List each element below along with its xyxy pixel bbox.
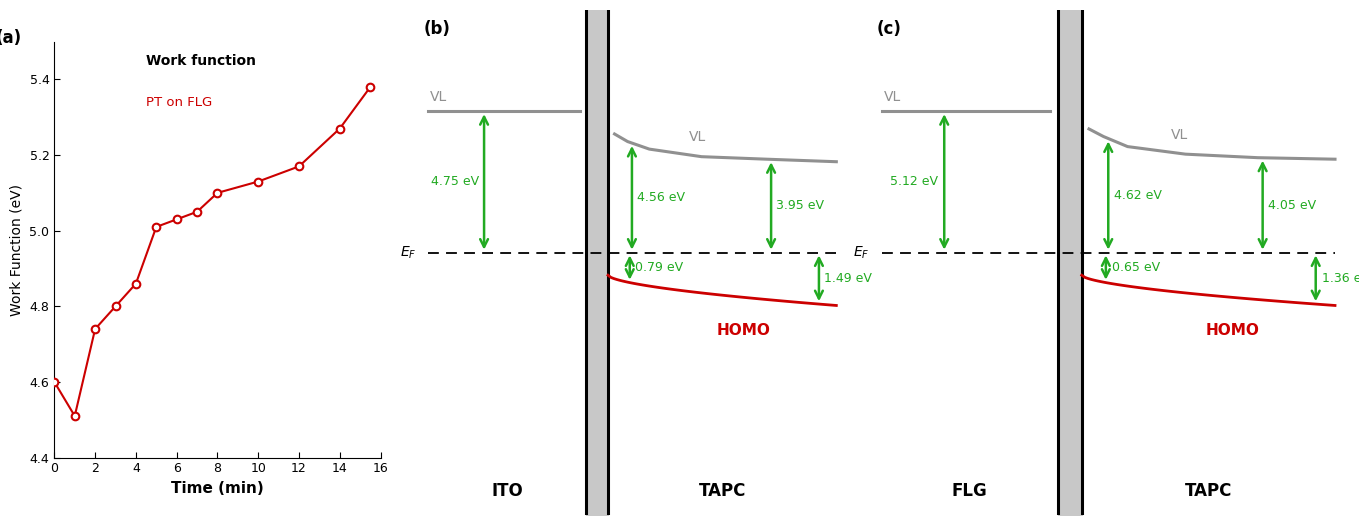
Text: 1.49 eV: 1.49 eV [824,272,872,285]
Text: VL: VL [1171,128,1188,142]
Text: (a): (a) [0,29,22,47]
Text: $E_F$: $E_F$ [853,244,870,261]
Text: 0.65 eV: 0.65 eV [1112,261,1159,274]
Text: 5.12 eV: 5.12 eV [890,175,939,188]
Text: $E_F$: $E_F$ [400,244,417,261]
Text: HOMO: HOMO [718,322,771,337]
Text: TAPC: TAPC [699,482,746,500]
Text: VL: VL [429,90,447,103]
Text: Work function: Work function [145,54,255,68]
Text: FLG: FLG [951,482,988,500]
Text: 1.36 eV: 1.36 eV [1321,272,1359,285]
Text: VL: VL [883,90,901,103]
Text: (c): (c) [877,20,901,38]
Text: 0.79 eV: 0.79 eV [635,261,684,274]
Text: 4.62 eV: 4.62 eV [1114,189,1162,202]
Y-axis label: Work Function (eV): Work Function (eV) [10,184,24,316]
Text: 3.95 eV: 3.95 eV [776,200,825,213]
Text: PT on FLG: PT on FLG [145,96,212,109]
Text: VL: VL [689,131,705,145]
Text: 4.75 eV: 4.75 eV [431,175,478,188]
Text: 4.05 eV: 4.05 eV [1268,199,1317,212]
Text: ITO: ITO [491,482,523,500]
X-axis label: Time (min): Time (min) [171,481,264,496]
Text: (b): (b) [423,20,450,38]
Text: HOMO: HOMO [1205,322,1260,337]
Text: TAPC: TAPC [1185,482,1233,500]
Text: 4.56 eV: 4.56 eV [637,191,685,204]
